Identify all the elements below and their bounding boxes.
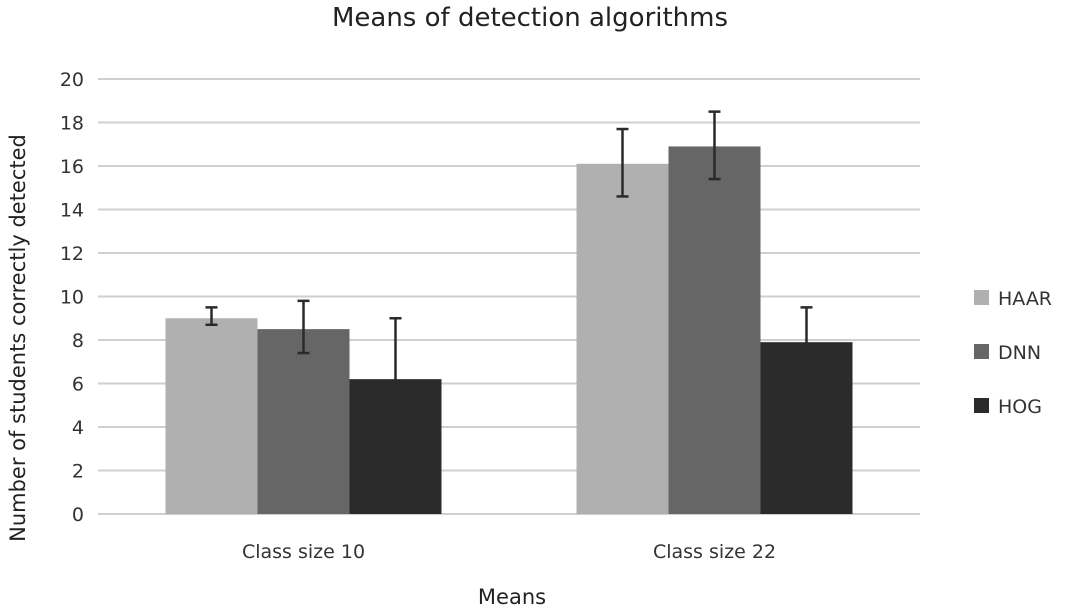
- y-tick-label: 20: [60, 69, 84, 91]
- legend-item-dnn: DNN: [974, 342, 1041, 364]
- x-axis-label: Means: [478, 585, 546, 608]
- y-axis-ticks: 0 2 4 6 8 10 12 14 16 18 20: [60, 69, 84, 526]
- legend-label: HAAR: [998, 288, 1052, 310]
- y-tick-label: 0: [72, 504, 84, 526]
- x-category-label: Class size 22: [653, 541, 776, 563]
- y-tick-label: 16: [60, 156, 84, 178]
- y-axis-label: Number of students correctly detected: [6, 134, 30, 542]
- y-tick-label: 8: [72, 330, 84, 352]
- x-axis-categories: Class size 10 Class size 22: [242, 541, 776, 563]
- y-tick-label: 14: [60, 200, 84, 222]
- error-bars: [205, 110, 813, 442]
- bar-dnn: [257, 329, 350, 514]
- error-bar-haar: [616, 127, 629, 198]
- legend-swatch: [974, 290, 989, 305]
- y-tick-label: 10: [60, 287, 84, 309]
- legend-item-hog: HOG: [974, 396, 1042, 418]
- legend-label: HOG: [998, 396, 1042, 418]
- error-bar-hog: [800, 306, 813, 377]
- x-category-label: Class size 10: [242, 541, 365, 563]
- y-tick-label: 18: [60, 113, 84, 135]
- legend-swatch: [974, 344, 989, 359]
- error-bar-dnn: [708, 110, 721, 181]
- legend-label: DNN: [998, 342, 1041, 364]
- y-tick-label: 4: [72, 417, 84, 439]
- bars: [165, 146, 853, 515]
- y-tick-label: 6: [72, 374, 84, 396]
- error-bar-dnn: [297, 299, 310, 355]
- y-tick-label: 2: [72, 461, 84, 483]
- legend: HAAR DNN HOG: [974, 288, 1052, 418]
- bar-haar: [576, 163, 669, 514]
- y-tick-label: 12: [60, 243, 84, 265]
- error-bar-hog: [389, 317, 402, 442]
- legend-item-haar: HAAR: [974, 288, 1052, 310]
- chart-title: Means of detection algorithms: [332, 3, 728, 33]
- bar-dnn: [668, 146, 761, 515]
- error-bar-haar: [205, 306, 218, 327]
- bar-haar: [165, 318, 258, 514]
- legend-swatch: [974, 398, 989, 413]
